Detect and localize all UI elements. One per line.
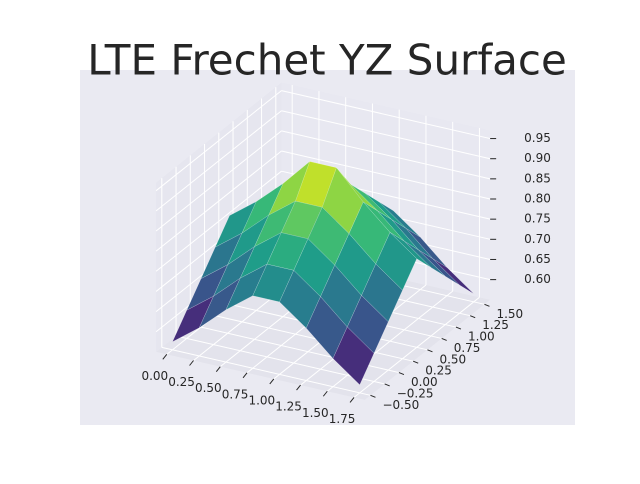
surface-patch (389, 232, 432, 268)
surface-patch (418, 249, 460, 286)
y-tick (455, 326, 462, 330)
y-tick (427, 349, 433, 353)
grid-line (175, 335, 385, 385)
z-tick-label: 0.65 (524, 252, 551, 266)
x-tick (215, 366, 221, 372)
grid-line (155, 170, 282, 272)
y-tick (370, 394, 376, 398)
x-tick-label: 1.25 (275, 400, 302, 414)
surface-patch (404, 240, 446, 277)
y-tick-label: −0.25 (397, 386, 434, 400)
grid-line (155, 110, 282, 212)
surface-patch (361, 263, 403, 323)
x-tick-label: 0.75 (222, 387, 249, 401)
grid-line (204, 312, 414, 362)
x-tick-label: 0.25 (168, 375, 195, 389)
z-tick-label: 0.80 (524, 192, 551, 206)
surface-patch (375, 231, 418, 291)
y-tick-label: 0.25 (425, 364, 452, 378)
z-tick-label: 0.85 (524, 171, 551, 185)
y-tick (384, 383, 390, 387)
z-tick-label: 0.60 (524, 272, 551, 286)
x-tick (322, 390, 328, 397)
grid-line (281, 110, 491, 160)
y-tick-label: 1.25 (482, 318, 509, 332)
x-tick (296, 384, 301, 391)
x-tick-label: 0.00 (141, 369, 168, 383)
y-tick (484, 303, 490, 307)
y-tick-label: 0.75 (454, 341, 481, 355)
grid-line (281, 90, 491, 140)
x-tick (162, 354, 168, 360)
grid-line (155, 130, 282, 232)
x-tick (189, 360, 194, 366)
grid-line (155, 90, 282, 192)
x-tick-label: 0.50 (195, 381, 222, 395)
z-tick-label: 0.75 (524, 212, 551, 226)
x-tick (269, 378, 275, 385)
y-tick-label: 0.00 (411, 375, 438, 389)
y-tick-label: −0.50 (382, 398, 419, 412)
x-tick-label: 1.00 (248, 393, 275, 407)
x-tick-label: 1.75 (329, 412, 356, 426)
y-tick (413, 360, 419, 364)
y-tick-label: 0.50 (439, 352, 466, 366)
x-tick (242, 372, 248, 379)
y-tick (398, 372, 405, 376)
chart-title: LTE Frechet YZ Surface (87, 36, 567, 85)
grid-line (155, 150, 282, 252)
x-tick-label: 1.50 (302, 406, 329, 420)
z-tick-label: 0.95 (524, 131, 551, 145)
x-tick (349, 397, 355, 403)
y-tick-label: 1.50 (496, 307, 523, 321)
z-tick-label: 0.70 (524, 232, 551, 246)
surface-patch (332, 326, 375, 386)
y-tick (470, 315, 476, 319)
grid-line (281, 150, 491, 200)
y-tick-label: 1.00 (468, 330, 495, 344)
grid-line (161, 346, 371, 396)
grid-line (281, 130, 491, 180)
y-tick (441, 337, 447, 341)
z-tick-label: 0.90 (524, 151, 551, 165)
